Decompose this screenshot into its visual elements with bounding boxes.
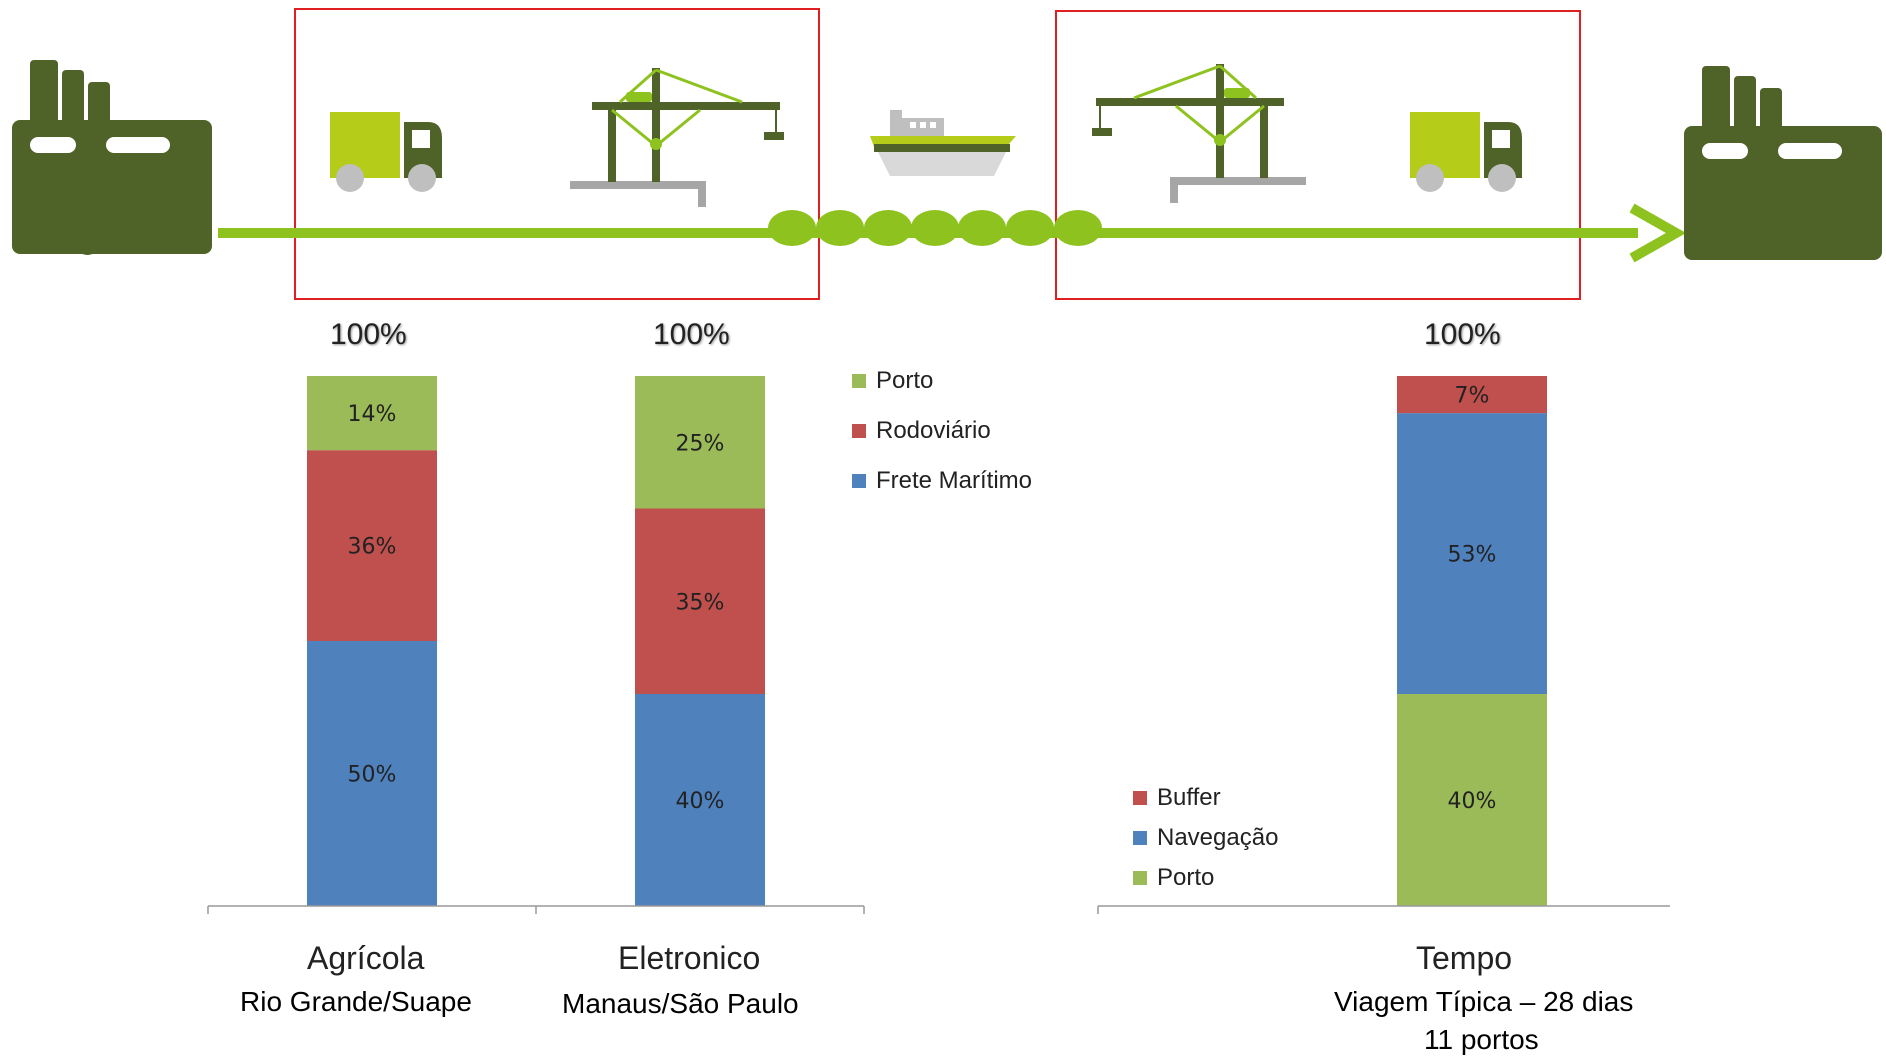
legend-label: Rodoviário bbox=[876, 417, 991, 444]
port-crane-icon bbox=[1092, 64, 1306, 203]
sea-waves-icon bbox=[768, 210, 1102, 246]
origin-label: Origem bbox=[30, 218, 146, 255]
data-label-eletronico-rodoviario: 35% bbox=[676, 590, 725, 615]
legend-item-frete-maritimo: Frete Marítimo bbox=[852, 467, 1032, 495]
legend-item-porto: Porto bbox=[1133, 864, 1214, 892]
factory-icon bbox=[1684, 66, 1882, 260]
cost-stacked-bar-chart: 50% 36% 14% 40% 35% 25% bbox=[207, 376, 865, 914]
data-label-tempo-navegacao: 53% bbox=[1448, 543, 1497, 568]
bar-segment-eletronico-rodoviario bbox=[635, 508, 765, 694]
legend-swatch bbox=[852, 424, 866, 438]
ship-icon bbox=[870, 110, 1016, 176]
legend-item-navegacao: Navegação bbox=[1133, 824, 1278, 852]
eletronico-total-label: 100% bbox=[653, 318, 730, 351]
bar-segment-tempo-porto bbox=[1397, 694, 1547, 906]
bar-segment-agricola-frete-maritimo bbox=[307, 641, 437, 906]
typical-trip-label: Viagem Típica – 28 dias bbox=[1334, 986, 1634, 1017]
destination-segment-box bbox=[1055, 10, 1581, 300]
time-stacked-bar-chart: 40% 53% 7% bbox=[1097, 376, 1670, 914]
port-crane-icon bbox=[570, 68, 784, 207]
legend-label: Porto bbox=[876, 367, 934, 394]
legend-swatch bbox=[1133, 871, 1147, 885]
legend-item-porto: Porto bbox=[852, 367, 933, 395]
agricola-category-label: Agrícola bbox=[307, 940, 425, 976]
legend-swatch bbox=[852, 474, 866, 488]
legend-label: Porto bbox=[1157, 864, 1215, 891]
bar-segment-tempo-navegacao bbox=[1397, 413, 1547, 694]
data-label-agricola-rodoviario: 36% bbox=[348, 535, 397, 560]
agricola-route-label: Rio Grande/Suape bbox=[240, 986, 472, 1017]
legend-item-buffer: Buffer bbox=[1133, 784, 1221, 812]
origin-segment-box bbox=[294, 8, 820, 300]
truck-icon bbox=[1410, 112, 1522, 192]
legend-label: Buffer bbox=[1157, 784, 1221, 811]
data-label-agricola-porto: 14% bbox=[348, 402, 397, 427]
destination-label: Destino bbox=[1722, 218, 1844, 255]
bar-segment-eletronico-porto bbox=[635, 376, 765, 509]
tempo-category-label: Tempo bbox=[1416, 940, 1513, 976]
factory-icon bbox=[12, 60, 212, 254]
legend-swatch bbox=[1133, 831, 1147, 845]
data-label-tempo-buffer: 7% bbox=[1455, 384, 1490, 409]
eletronico-category-label: Eletronico bbox=[618, 940, 761, 976]
data-label-eletronico-porto: 25% bbox=[676, 431, 725, 456]
bar-segment-agricola-rodoviario bbox=[307, 450, 437, 641]
arrow-head-icon bbox=[1629, 203, 1687, 263]
eletronico-route-label: Manaus/São Paulo bbox=[562, 988, 799, 1019]
legend-item-rodoviario: Rodoviário bbox=[852, 417, 991, 445]
legend-swatch bbox=[852, 374, 866, 388]
legend-label: Navegação bbox=[1157, 824, 1279, 851]
data-label-agricola-frete-maritimo: 50% bbox=[348, 763, 397, 788]
data-label-eletronico-frete-maritimo: 40% bbox=[676, 789, 725, 814]
flow-diagram bbox=[12, 8, 1882, 300]
data-label-tempo-porto: 40% bbox=[1448, 789, 1497, 814]
tempo-total-label: 100% bbox=[1424, 318, 1501, 351]
truck-icon bbox=[330, 112, 442, 192]
legend-label: Frete Marítimo bbox=[876, 467, 1033, 494]
agricola-total-label: 100% bbox=[330, 318, 407, 351]
ports-count-label: 11 portos bbox=[1424, 1024, 1539, 1055]
bar-segment-eletronico-frete-maritimo bbox=[635, 694, 765, 906]
bar-segment-agricola-porto bbox=[307, 376, 437, 451]
legend-swatch bbox=[1133, 791, 1147, 805]
bar-segment-tempo-buffer bbox=[1397, 376, 1547, 414]
